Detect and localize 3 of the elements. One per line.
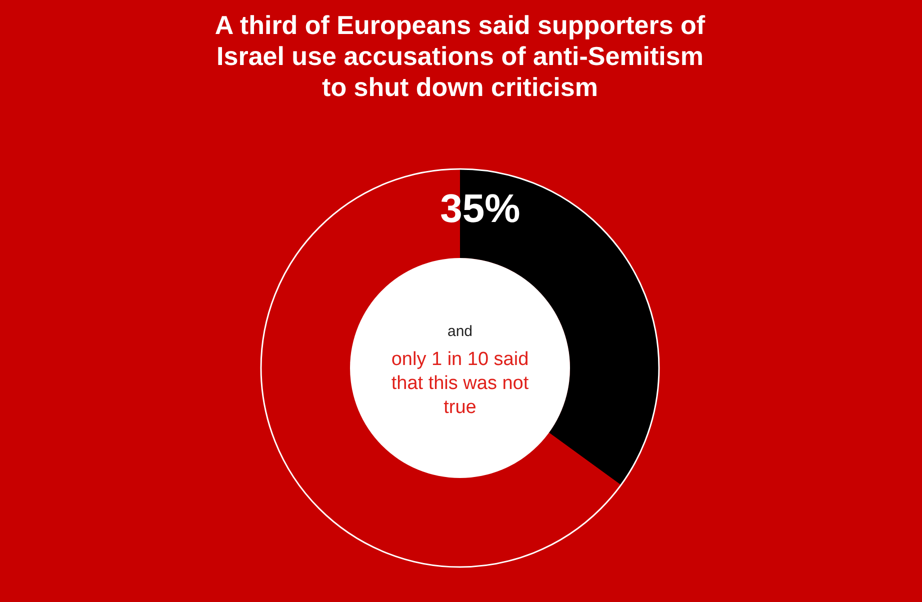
text: only 1 in 10 said that this was not true bbox=[391, 349, 530, 418]
text: and bbox=[447, 323, 473, 340]
chart-title: A third of Europeans said supporters of Israel use accusations of anti-Semitism to shut down criticism bbox=[214, 10, 706, 102]
